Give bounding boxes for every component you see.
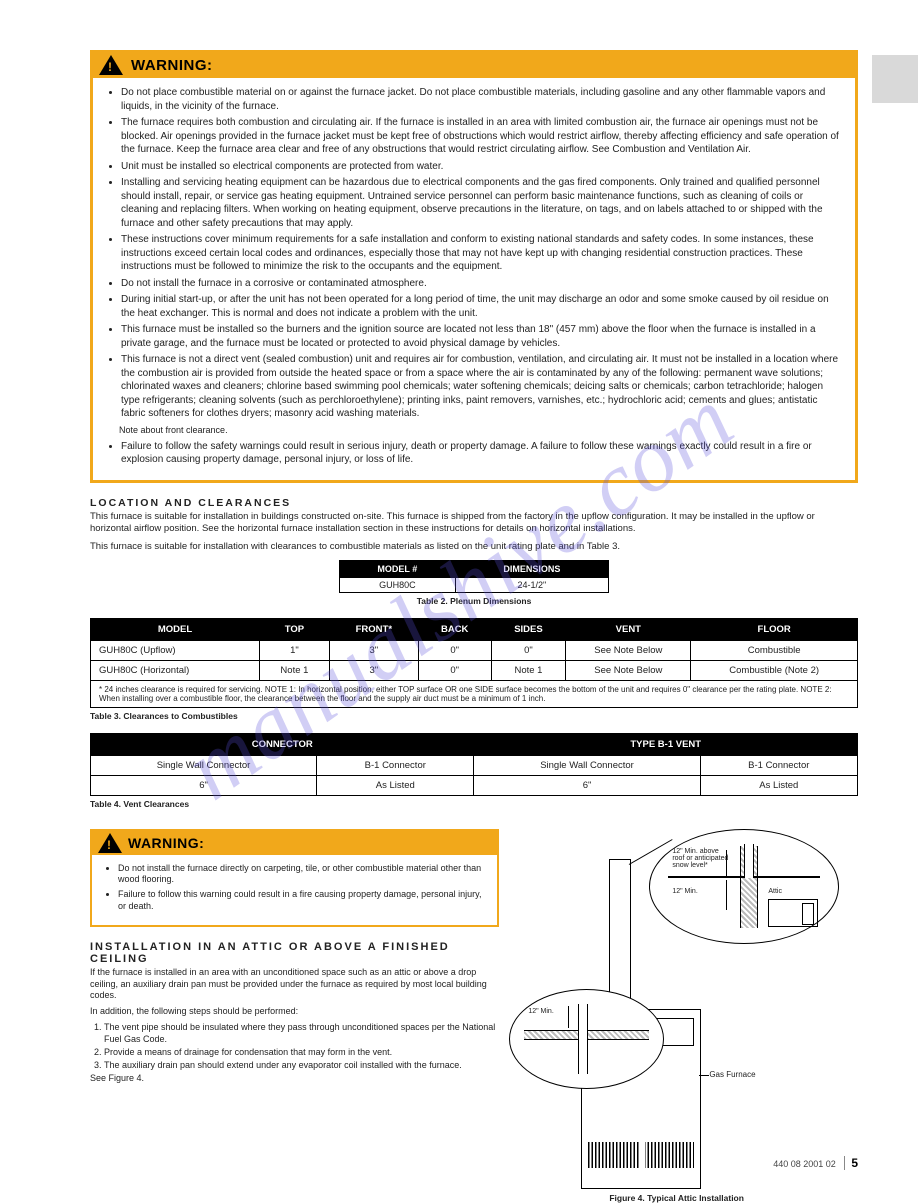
steps-list: The vent pipe should be insulated where …	[90, 1022, 499, 1071]
td: 3"	[329, 660, 418, 680]
dim-label: 12" Min.	[528, 1008, 572, 1015]
section-tab	[872, 55, 918, 103]
list-item: The vent pipe should be insulated where …	[104, 1022, 499, 1045]
warn-item: Do not install the furnace in a corrosiv…	[121, 277, 843, 291]
td: 6"	[91, 775, 317, 795]
th: SIDES	[491, 618, 566, 640]
table-footnote: * 24 inches clearance is required for se…	[91, 680, 858, 707]
warn-item: Do not install the furnace directly on c…	[118, 863, 485, 886]
td: Single Wall Connector	[91, 755, 317, 775]
body-text: If the furnace is installed in an area w…	[90, 967, 499, 1001]
warn-item: Do not place combustible material on or …	[121, 86, 843, 113]
diagram-label: Gas Furnace	[709, 1070, 755, 1079]
warn-note: Note about front clearance.	[105, 424, 843, 436]
warn-item: These instructions cover minimum require…	[121, 233, 843, 274]
warn-item: The furnace requires both combustion and…	[121, 116, 843, 157]
callout-bottom: 12" Min.	[509, 989, 664, 1089]
warning-header: WARNING:	[93, 53, 855, 78]
doc-id: 440 08 2001 02	[773, 1159, 836, 1169]
th: TOP	[260, 618, 330, 640]
td: 0"	[418, 660, 491, 680]
warning-header: WARNING:	[92, 831, 497, 855]
figure-caption: Figure 4. Typical Attic Installation	[609, 1193, 744, 1203]
td: 0"	[491, 640, 566, 660]
warn-item: During initial start-up, or after the un…	[121, 293, 843, 320]
warning-title: WARNING:	[128, 835, 204, 851]
td: Combustible (Note 2)	[691, 660, 858, 680]
th: MODEL #	[340, 560, 456, 577]
td: B-1 Connector	[317, 755, 474, 775]
body-text: See Figure 4.	[90, 1073, 499, 1084]
table-caption: Table 2. Plenum Dimensions	[90, 596, 858, 606]
warn-item: Failure to follow this warning could res…	[118, 889, 485, 912]
table-caption: Table 4. Vent Clearances	[90, 799, 858, 809]
td: As Listed	[317, 775, 474, 795]
warning-icon	[98, 833, 122, 853]
table-caption: Table 3. Clearances to Combustibles	[90, 711, 858, 721]
vent-clearances-table: CONNECTOR TYPE B-1 VENT Single Wall Conn…	[90, 733, 858, 796]
td: Note 1	[260, 660, 330, 680]
td: See Note Below	[566, 660, 691, 680]
td: See Note Below	[566, 640, 691, 660]
section-heading: INSTALLATION IN AN ATTIC OR ABOVE A FINI…	[90, 941, 499, 965]
page-number: 5	[844, 1156, 858, 1170]
list-item: The auxiliary drain pan should extend un…	[104, 1060, 499, 1071]
list-item: Provide a means of drainage for condensa…	[104, 1047, 499, 1058]
th: FRONT*	[329, 618, 418, 640]
td: 3"	[329, 640, 418, 660]
warn-item: Unit must be installed so electrical com…	[121, 160, 843, 174]
warn-item: Installing and servicing heating equipme…	[121, 176, 843, 230]
td: B-1 Connector	[700, 755, 857, 775]
td: GUH80C (Horizontal)	[91, 660, 260, 680]
warning-box-main: WARNING: Do not place combustible materi…	[90, 50, 858, 483]
td: 24-1/2"	[455, 577, 608, 592]
td: As Listed	[700, 775, 857, 795]
td: 0"	[418, 640, 491, 660]
th: VENT	[566, 618, 691, 640]
plenum-table: MODEL # DIMENSIONS GUH80C 24-1/2"	[339, 560, 609, 593]
td: GUH80C (Upflow)	[91, 640, 260, 660]
warning-title: WARNING:	[131, 57, 213, 74]
td: Combustible	[691, 640, 858, 660]
td: Single Wall Connector	[474, 755, 700, 775]
section-heading: LOCATION AND CLEARANCES	[90, 497, 858, 509]
warn-item: This furnace must be installed so the bu…	[121, 323, 843, 350]
td: GUH80C	[340, 577, 456, 592]
th: BACK	[418, 618, 491, 640]
warning-icon	[99, 55, 123, 75]
callout-top: 12" Min. above roof or anticipated snow …	[649, 829, 839, 944]
page-footer: 440 08 2001 02 5	[773, 1156, 858, 1170]
body-text: This furnace is suitable for installatio…	[90, 511, 858, 536]
td: 1"	[260, 640, 330, 660]
dim-label: 12" Min. above roof or anticipated snow …	[672, 848, 732, 869]
attic-diagram: Gas Furnace 12" Min. above roof or antic…	[509, 829, 858, 1199]
th: FLOOR	[691, 618, 858, 640]
dim-label: 12" Min.	[672, 888, 732, 895]
th: MODEL	[91, 618, 260, 640]
body-text: This furnace is suitable for installatio…	[90, 541, 858, 553]
warning-box-small: WARNING: Do not install the furnace dire…	[90, 829, 499, 928]
th: TYPE B-1 VENT	[474, 733, 858, 755]
td: Note 1	[491, 660, 566, 680]
clearances-table: MODEL TOP FRONT* BACK SIDES VENT FLOOR G…	[90, 618, 858, 708]
warn-item: Failure to follow the safety warnings co…	[121, 440, 843, 467]
th: CONNECTOR	[91, 733, 474, 755]
td: 6"	[474, 775, 700, 795]
dim-label: Attic	[768, 888, 782, 895]
body-text: In addition, the following steps should …	[90, 1006, 499, 1017]
th: DIMENSIONS	[455, 560, 608, 577]
warn-item: This furnace is not a direct vent (seale…	[121, 353, 843, 421]
